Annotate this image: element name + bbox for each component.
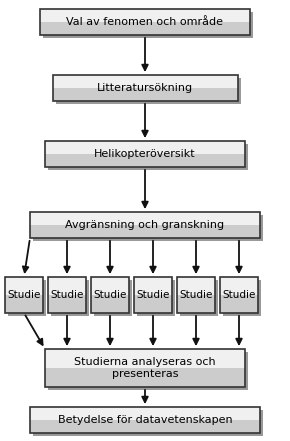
- Text: Avgränsning och granskning: Avgränsning och granskning: [66, 220, 224, 230]
- Text: Val av fenomen och område: Val av fenomen och område: [66, 17, 224, 27]
- FancyBboxPatch shape: [43, 12, 253, 38]
- FancyBboxPatch shape: [51, 280, 89, 316]
- FancyBboxPatch shape: [40, 22, 250, 35]
- Text: Betydelse för datavetenskapen: Betydelse för datavetenskapen: [58, 415, 232, 425]
- FancyBboxPatch shape: [177, 295, 215, 313]
- FancyBboxPatch shape: [134, 295, 172, 313]
- Text: Studie: Studie: [179, 290, 213, 300]
- FancyBboxPatch shape: [55, 78, 240, 104]
- FancyBboxPatch shape: [45, 349, 245, 368]
- FancyBboxPatch shape: [30, 212, 260, 225]
- FancyBboxPatch shape: [8, 280, 46, 316]
- Text: Helikopteröversikt: Helikopteröversikt: [94, 149, 196, 159]
- FancyBboxPatch shape: [91, 295, 129, 313]
- FancyBboxPatch shape: [30, 407, 260, 420]
- FancyBboxPatch shape: [40, 9, 250, 22]
- FancyBboxPatch shape: [134, 277, 172, 295]
- FancyBboxPatch shape: [48, 144, 248, 170]
- Text: Studie: Studie: [93, 290, 127, 300]
- FancyBboxPatch shape: [45, 141, 245, 154]
- FancyBboxPatch shape: [220, 277, 258, 295]
- Text: Studie: Studie: [7, 290, 41, 300]
- FancyBboxPatch shape: [137, 280, 175, 316]
- FancyBboxPatch shape: [223, 280, 261, 316]
- FancyBboxPatch shape: [33, 410, 263, 436]
- Text: Studierna analyseras och
presenteras: Studierna analyseras och presenteras: [74, 357, 216, 379]
- FancyBboxPatch shape: [91, 277, 129, 295]
- Text: Studie: Studie: [50, 290, 84, 300]
- FancyBboxPatch shape: [33, 215, 263, 241]
- FancyBboxPatch shape: [94, 280, 132, 316]
- Text: Studie: Studie: [222, 290, 256, 300]
- FancyBboxPatch shape: [30, 420, 260, 433]
- FancyBboxPatch shape: [220, 295, 258, 313]
- FancyBboxPatch shape: [45, 154, 245, 167]
- Text: Litteratursökning: Litteratursökning: [97, 83, 193, 93]
- FancyBboxPatch shape: [52, 75, 238, 88]
- FancyBboxPatch shape: [48, 295, 86, 313]
- FancyBboxPatch shape: [180, 280, 218, 316]
- FancyBboxPatch shape: [45, 368, 245, 387]
- FancyBboxPatch shape: [48, 352, 248, 390]
- FancyBboxPatch shape: [5, 277, 43, 295]
- FancyBboxPatch shape: [48, 277, 86, 295]
- FancyBboxPatch shape: [5, 295, 43, 313]
- FancyBboxPatch shape: [177, 277, 215, 295]
- Text: Studie: Studie: [136, 290, 170, 300]
- FancyBboxPatch shape: [30, 225, 260, 238]
- FancyBboxPatch shape: [52, 88, 238, 101]
